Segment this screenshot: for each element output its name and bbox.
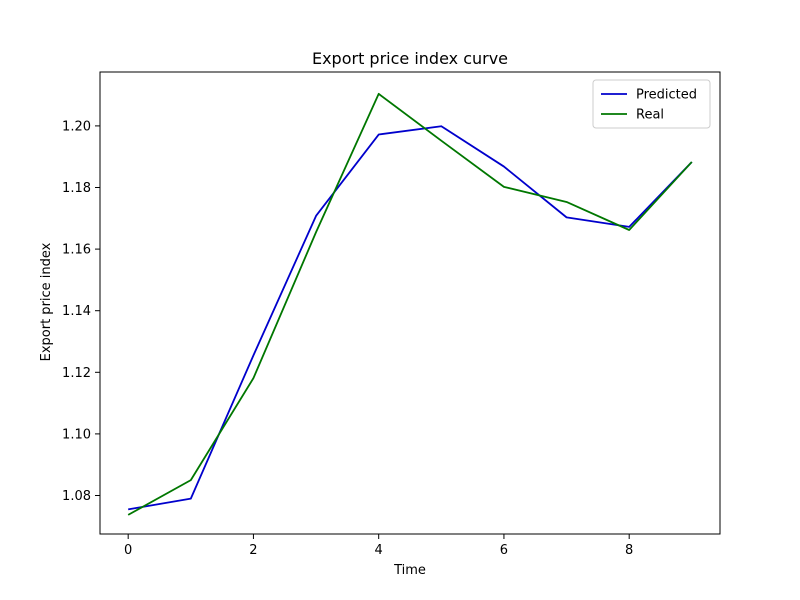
x-tick-label: 6 xyxy=(500,543,508,558)
axes-frame xyxy=(99,71,721,535)
series-line-real xyxy=(127,92,693,516)
series-line-predicted xyxy=(128,125,693,511)
x-tick-label: 0 xyxy=(124,543,132,558)
y-axis-title: Export price index xyxy=(39,242,54,361)
y-tick-label: 1.12 xyxy=(62,366,91,381)
x-tick-label: 4 xyxy=(375,543,383,558)
x-tick-label: 8 xyxy=(625,543,633,558)
plot-area xyxy=(127,92,693,516)
y-tick-label: 1.16 xyxy=(62,243,91,258)
x-axis-title: Time xyxy=(393,563,426,578)
y-tick-label: 1.18 xyxy=(62,181,91,196)
y-tick-label: 1.14 xyxy=(62,304,91,319)
chart-title: Export price index curve xyxy=(312,49,508,68)
legend-label-predicted: Predicted xyxy=(636,88,697,103)
y-tick-label: 1.08 xyxy=(62,489,91,504)
x-tick-label: 2 xyxy=(249,543,257,558)
y-tick-label: 1.10 xyxy=(62,427,91,442)
y-tick-label: 1.20 xyxy=(62,119,91,134)
axes: 0 2 4 6 8 1.08 1.10 1.12 1.14 1.16 1.18 1.20 xyxy=(62,71,721,558)
legend-box xyxy=(592,79,711,129)
legend: Predicted Real xyxy=(592,79,711,129)
legend-label-real: Real xyxy=(636,108,664,123)
